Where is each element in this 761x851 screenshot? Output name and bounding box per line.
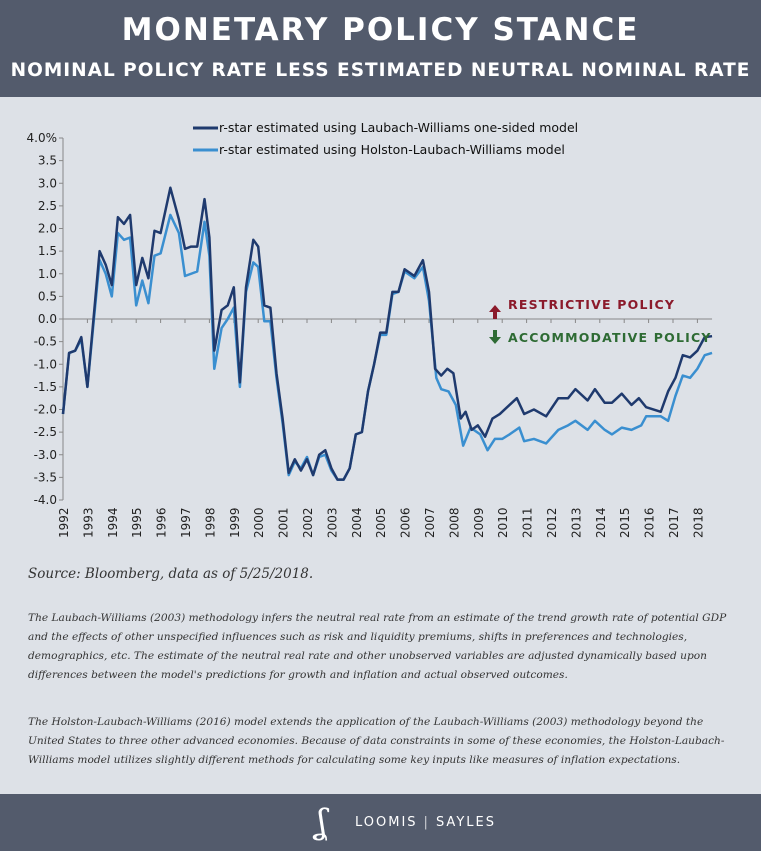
x-tick-label: 2014 [594,507,608,538]
y-tick-label: 1.5 [38,244,57,258]
y-tick-label: -4.0 [34,493,57,507]
x-tick-label: 1994 [106,507,120,538]
x-tick-label: 1992 [57,507,71,538]
x-tick-label: 2017 [667,507,681,538]
x-tick-label: 1996 [155,507,169,538]
legend-label: r-star estimated using Laubach-Williams … [219,120,578,135]
x-tick-label: 1997 [179,507,193,538]
x-tick-label: 2012 [545,507,559,538]
down-arrow-icon [489,330,501,344]
footer: ʆ LOOMIS | SAYLES [0,794,761,851]
x-tick-label: 2005 [374,507,388,538]
up-arrow-icon [489,305,501,319]
y-tick-label: 3.5 [38,154,57,168]
restrictive-policy-label: RESTRICTIVE POLICY [508,297,675,312]
y-tick-label: 4.0% [27,131,58,145]
series-line [61,213,713,481]
x-tick-label: 2002 [301,507,315,538]
y-tick-label: 2.5 [38,199,57,213]
y-tick-label: -3.0 [34,448,57,462]
logo-text: LOOMIS | SAYLES [355,815,496,830]
methodology-note-2: The Holston-Laubach-Williams (2016) mode… [28,716,725,766]
line-chart: 4.0% 3.5 3.0 2.5 2.0 1.5 1.0 0.5 0.0 -0.5 -1.0 -1.5… [27,120,713,538]
y-tick-label: -1.0 [34,357,57,371]
y-tick-label: -1.5 [34,380,57,394]
x-tick-label: 1993 [81,507,95,538]
accommodative-policy-label: ACCOMMODATIVE POLICY [508,330,712,345]
x-tick-label: 2016 [643,507,657,538]
x-tick-label: 2004 [350,507,364,538]
x-tick-label: 2007 [423,507,437,538]
y-tick-label: -3.5 [34,470,57,484]
page-title: MONETARY POLICY STANCE [121,12,640,48]
x-tick-label: 2001 [277,507,291,538]
x-tick-label: 2010 [496,507,510,538]
x-tick-label: 2009 [472,507,486,538]
x-tick-label: 2000 [252,507,266,538]
series-line [61,186,713,481]
methodology-note-1: The Laubach-Williams (2003) methodology … [28,612,727,681]
loomis-sayles-logo-icon: ʆ [316,802,328,842]
y-tick-label: 2.0 [38,222,57,236]
y-tick-label: 0.0 [38,312,57,326]
y-tick-label: 3.0 [38,176,57,190]
source-note: Source: Bloomberg, data as of 5/25/2018. [28,566,314,582]
x-tick-label: 2003 [325,507,339,538]
legend-label: r-star estimated using Holston-Laubach-W… [219,142,565,157]
x-tick-label: 1995 [130,507,144,538]
x-tick-label: 1999 [228,507,242,538]
y-tick-label: -0.5 [34,335,57,349]
x-tick-label: 2015 [618,507,632,538]
x-tick-label: 2008 [447,507,461,538]
x-tick-label: 1998 [203,507,217,538]
x-tick-label: 2013 [569,507,583,538]
header: MONETARY POLICY STANCE NOMINAL POLICY RA… [0,0,761,97]
x-tick-label: 2011 [521,507,535,538]
x-tick-label: 2006 [399,507,413,538]
x-tick-label: 2018 [691,507,705,538]
y-tick-label: 0.5 [38,289,57,303]
y-tick-label: -2.5 [34,425,57,439]
page-subtitle: NOMINAL POLICY RATE LESS ESTIMATED NEUTR… [10,60,751,81]
y-tick-label: -2.0 [34,403,57,417]
y-tick-label: 1.0 [38,267,57,281]
